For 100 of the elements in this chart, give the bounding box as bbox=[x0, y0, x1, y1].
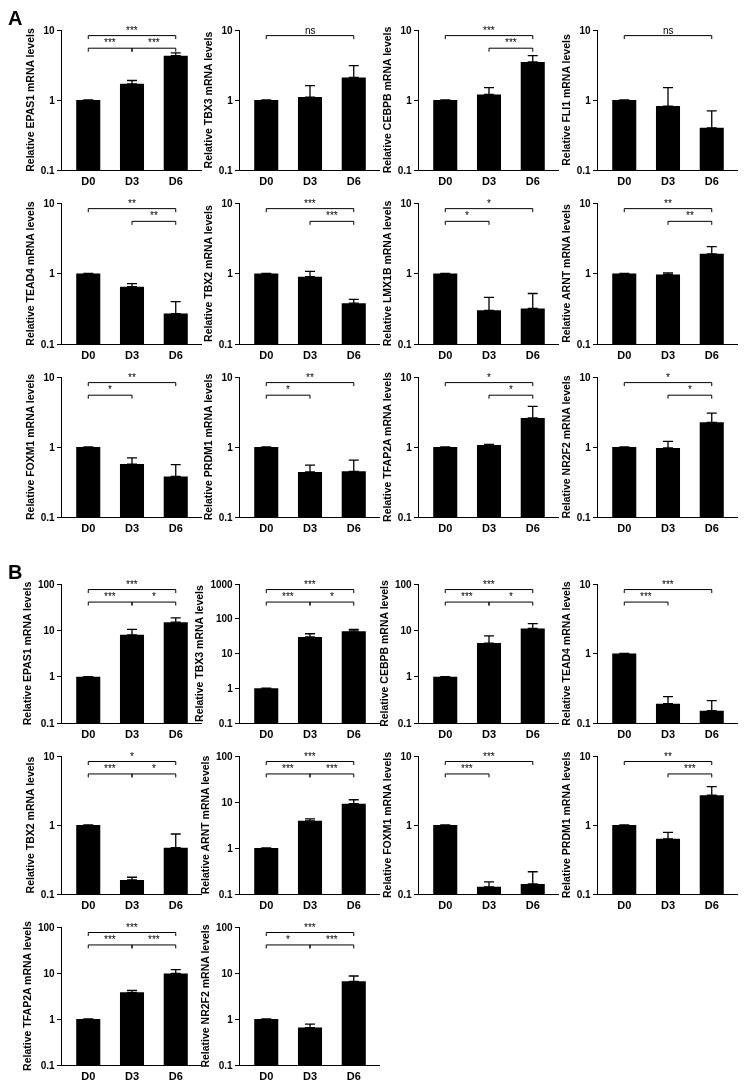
y-tick-label: 100 bbox=[216, 750, 234, 762]
annotation: * bbox=[152, 591, 156, 602]
annotation: *** bbox=[326, 210, 338, 221]
x-tick-label: D0 bbox=[81, 727, 96, 740]
y-tick-label: 1 bbox=[227, 268, 234, 279]
annotation: *** bbox=[461, 763, 473, 774]
x-tick-label: D0 bbox=[438, 898, 453, 911]
y-tick-label: 10 bbox=[400, 197, 413, 209]
y-tick-label: 1 bbox=[49, 1013, 56, 1025]
y-tick-label: 1 bbox=[227, 842, 234, 854]
annotation: *** bbox=[126, 922, 138, 933]
y-tick-label: 0.1 bbox=[397, 888, 413, 900]
x-tick-label: D6 bbox=[525, 174, 540, 187]
annotation: *** bbox=[126, 25, 138, 36]
x-tick-label: D3 bbox=[302, 348, 318, 361]
x-tick-label: D3 bbox=[302, 521, 318, 534]
y-tick-label: 1 bbox=[585, 648, 592, 659]
y-tick-label: 1 bbox=[49, 819, 56, 831]
y-tick-label: 100 bbox=[395, 578, 413, 590]
x-tick-label: D0 bbox=[617, 727, 632, 740]
y-tick-label: 0.1 bbox=[218, 164, 234, 176]
y-tick-label: 10 bbox=[221, 796, 234, 808]
y-tick-label: 100 bbox=[216, 921, 234, 933]
annotation: *** bbox=[662, 579, 674, 590]
annotation: * bbox=[330, 591, 334, 602]
y-axis-title: Relative CEBPB mRNA levels bbox=[380, 26, 393, 174]
y-tick-label: 10 bbox=[400, 24, 413, 36]
y-tick-label: 0.1 bbox=[576, 338, 592, 350]
x-tick-label: D3 bbox=[660, 727, 676, 740]
annotation: *** bbox=[304, 922, 316, 933]
annotation: *** bbox=[483, 579, 495, 590]
x-tick-label: D0 bbox=[259, 1069, 274, 1080]
y-tick-label: 0.1 bbox=[40, 338, 56, 350]
y-tick-label: 0.1 bbox=[218, 1059, 234, 1071]
annotation: *** bbox=[326, 763, 338, 774]
y-tick-label: 10 bbox=[43, 624, 56, 636]
annotation: *** bbox=[461, 591, 473, 602]
y-axis-title: Relative PRDM1 mRNA levels bbox=[559, 751, 572, 899]
y-tick-label: 1 bbox=[49, 94, 56, 106]
y-tick-label: 0.1 bbox=[397, 511, 413, 523]
y-tick-label: 10 bbox=[579, 197, 592, 209]
x-tick-label: D6 bbox=[346, 174, 361, 187]
x-tick-label: D3 bbox=[660, 174, 676, 187]
annotation: *** bbox=[104, 591, 116, 602]
annotation: *** bbox=[282, 591, 294, 602]
x-tick-label: D6 bbox=[346, 521, 361, 534]
x-tick-label: D6 bbox=[168, 898, 183, 911]
y-tick-label: 0.1 bbox=[397, 717, 413, 729]
y-axis-title: Relative ARNT mRNA levels bbox=[198, 755, 211, 895]
annotation: *** bbox=[326, 934, 338, 945]
x-tick-label: D0 bbox=[81, 1069, 96, 1080]
annotation: ** bbox=[306, 372, 314, 383]
y-tick-label: 10 bbox=[221, 648, 234, 659]
x-tick-label: D0 bbox=[438, 348, 453, 361]
y-tick-label: 0.1 bbox=[40, 1059, 56, 1071]
annotation: *** bbox=[304, 579, 316, 590]
annotation: *** bbox=[505, 37, 517, 48]
annotation: ** bbox=[128, 372, 136, 383]
x-tick-label: D6 bbox=[704, 521, 719, 534]
y-axis-title: Relative TBX2 mRNA levels bbox=[23, 756, 36, 894]
y-tick-label: 0.1 bbox=[218, 888, 234, 900]
x-tick-label: D6 bbox=[168, 1069, 183, 1080]
y-tick-label: 100 bbox=[38, 921, 56, 933]
y-axis-title: Relative TBX3 mRNA levels bbox=[201, 31, 214, 169]
annotation: *** bbox=[483, 751, 495, 762]
x-tick-label: D3 bbox=[124, 521, 140, 534]
x-tick-label: D6 bbox=[168, 521, 183, 534]
y-tick-label: 1 bbox=[406, 441, 413, 453]
x-tick-label: D0 bbox=[259, 727, 274, 740]
y-tick-label: 10 bbox=[400, 371, 413, 383]
x-tick-label: D3 bbox=[124, 174, 140, 187]
y-tick-label: 0.1 bbox=[576, 164, 592, 176]
x-tick-label: D0 bbox=[81, 174, 96, 187]
y-axis-title: Relative TFAP2A mRNA levels bbox=[20, 920, 33, 1071]
x-tick-label: D0 bbox=[438, 174, 453, 187]
y-tick-label: 1 bbox=[406, 819, 413, 831]
y-axis-title: Relative EPAS1 mRNA levels bbox=[20, 581, 33, 726]
x-tick-label: D3 bbox=[481, 727, 497, 740]
y-tick-label: 1 bbox=[49, 671, 56, 683]
x-tick-label: D3 bbox=[660, 348, 676, 361]
annotation: ns bbox=[305, 25, 316, 36]
annotation: * bbox=[130, 751, 134, 762]
annotation: *** bbox=[148, 934, 160, 945]
x-tick-label: D6 bbox=[525, 898, 540, 911]
annotation: *** bbox=[104, 934, 116, 945]
y-tick-label: 1 bbox=[227, 441, 234, 453]
y-tick-label: 1 bbox=[227, 94, 234, 106]
y-tick-label: 10 bbox=[400, 750, 413, 762]
x-tick-label: D6 bbox=[525, 348, 540, 361]
x-tick-label: D0 bbox=[259, 348, 274, 361]
x-tick-label: D6 bbox=[168, 174, 183, 187]
y-tick-label: 1 bbox=[585, 819, 592, 831]
y-axis-title: Relative TFAP2A mRNA levels bbox=[380, 371, 393, 522]
y-tick-label: 0.1 bbox=[40, 511, 56, 523]
annotation: * bbox=[509, 591, 513, 602]
x-tick-label: D6 bbox=[346, 898, 361, 911]
x-tick-label: D3 bbox=[124, 348, 140, 361]
annotation: ** bbox=[664, 751, 672, 762]
x-tick-label: D6 bbox=[346, 727, 361, 740]
y-tick-label: 1 bbox=[406, 671, 413, 683]
